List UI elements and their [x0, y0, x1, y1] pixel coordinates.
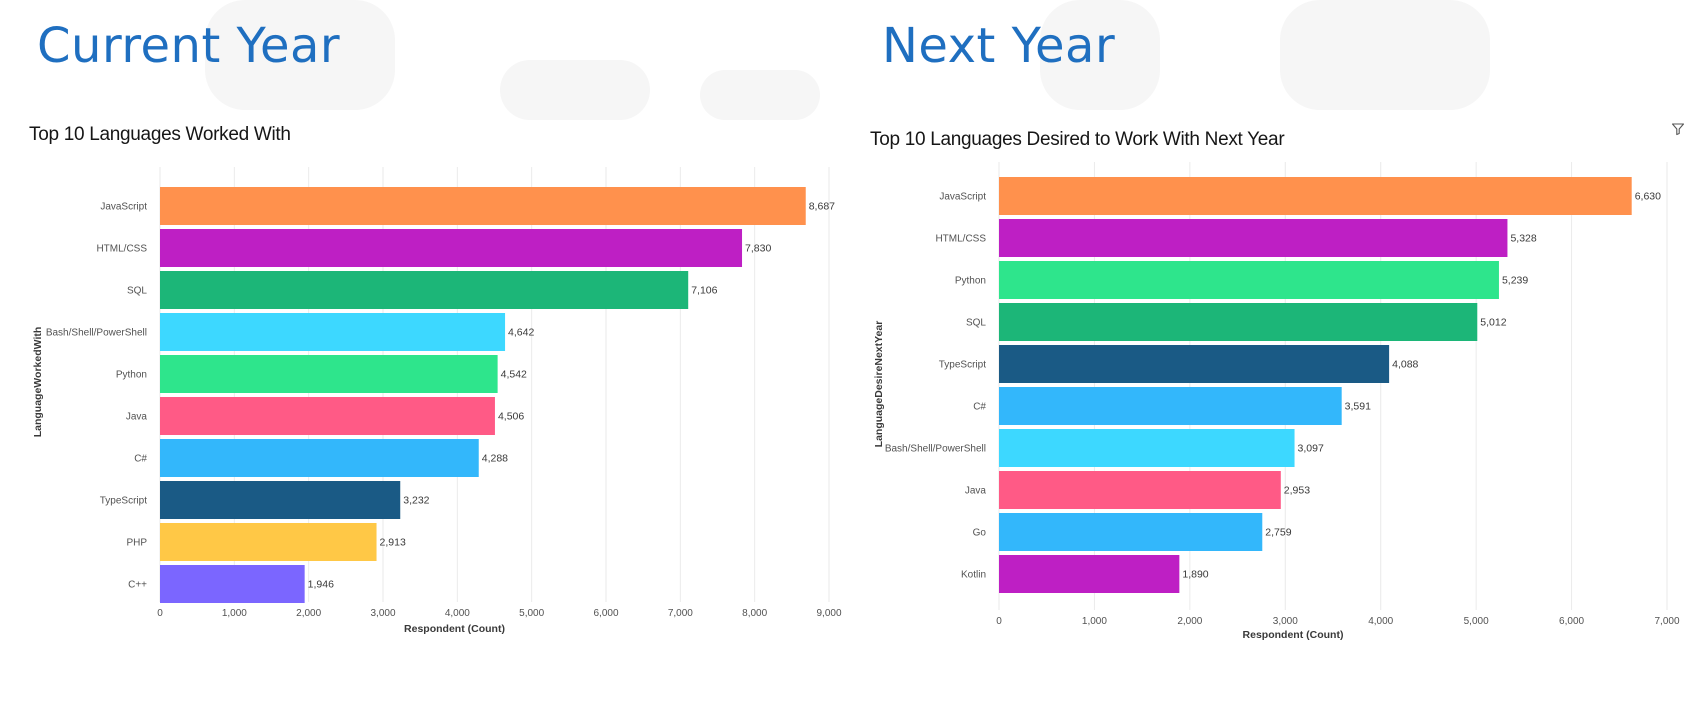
x-tick-label: 0	[157, 608, 163, 619]
category-label: Java	[126, 412, 148, 423]
x-tick-label: 2,000	[296, 608, 321, 619]
x-tick-label: 4,000	[445, 608, 470, 619]
bar[interactable]	[999, 471, 1281, 509]
category-label: Bash/Shell/PowerShell	[46, 328, 147, 339]
x-tick-label: 4,000	[1368, 616, 1393, 627]
value-label: 4,288	[482, 453, 508, 465]
category-label: HTML/CSS	[96, 244, 147, 255]
x-tick-label: 3,000	[370, 608, 395, 619]
category-label: SQL	[127, 286, 147, 297]
value-label: 3,591	[1345, 401, 1371, 413]
x-tick-label: 0	[996, 616, 1002, 627]
bar[interactable]	[160, 313, 506, 351]
category-label: Kotlin	[961, 570, 986, 581]
value-label: 7,830	[745, 243, 771, 255]
bar[interactable]	[160, 271, 689, 309]
bar[interactable]	[999, 429, 1295, 467]
value-label: 5,012	[1480, 317, 1506, 329]
x-tick-label: 2,000	[1177, 616, 1202, 627]
value-label: 5,239	[1502, 275, 1528, 287]
x-tick-label: 5,000	[519, 608, 544, 619]
background-shape	[1280, 0, 1490, 110]
category-label: Java	[965, 486, 987, 497]
filter-icon[interactable]	[1671, 122, 1685, 136]
x-tick-label: 6,000	[1559, 616, 1584, 627]
value-label: 4,506	[498, 411, 524, 423]
x-tick-label: 7,000	[1654, 616, 1679, 627]
bar[interactable]	[160, 397, 495, 435]
bar[interactable]	[160, 229, 743, 267]
bar[interactable]	[999, 261, 1499, 299]
category-label: Bash/Shell/PowerShell	[885, 444, 986, 455]
bar[interactable]	[999, 555, 1180, 593]
bar[interactable]	[160, 481, 401, 519]
x-tick-label: 1,000	[1082, 616, 1107, 627]
category-label: TypeScript	[939, 360, 986, 371]
x-axis-title: Respondent (Count)	[404, 623, 505, 635]
bar[interactable]	[999, 513, 1263, 551]
value-label: 4,542	[501, 369, 527, 381]
value-label: 4,088	[1392, 359, 1418, 371]
current-year-heading: Current Year	[37, 18, 341, 74]
x-tick-label: 5,000	[1464, 616, 1489, 627]
chart-title: Top 10 Languages Desired to Work With Ne…	[870, 129, 1285, 150]
chart-svg: 0 1,000 2,000 3,000 4,000 5,000 6,000 7,000 8,00…	[32, 167, 842, 635]
bar[interactable]	[999, 219, 1508, 257]
category-label: HTML/CSS	[935, 234, 986, 245]
bar[interactable]	[160, 187, 806, 225]
category-label: C#	[973, 402, 986, 413]
x-tick-label: 7,000	[668, 608, 693, 619]
bar[interactable]	[999, 177, 1632, 215]
background-shape	[700, 70, 820, 120]
value-label: 8,687	[809, 201, 835, 213]
languages-worked-with-chart: Top 10 Languages Worked With 0 1,000 2,000…	[29, 112, 849, 692]
x-axis-title: Respondent (Count)	[1243, 629, 1344, 641]
value-label: 2,913	[380, 537, 406, 549]
x-tick-label: 6,000	[593, 608, 618, 619]
value-label: 4,642	[508, 327, 534, 339]
value-label: 7,106	[691, 285, 717, 297]
category-label: PHP	[126, 538, 147, 549]
category-label: Python	[116, 370, 147, 381]
background-shape	[205, 0, 395, 110]
x-tick-label: 9,000	[816, 608, 841, 619]
category-label: C++	[128, 580, 147, 591]
bar[interactable]	[160, 439, 479, 477]
category-label: C#	[134, 454, 147, 465]
y-axis-title: LanguageDesireNextYear	[873, 321, 885, 448]
category-label: TypeScript	[100, 496, 147, 507]
value-label: 3,097	[1298, 443, 1324, 455]
category-label: JavaScript	[100, 202, 147, 213]
background-shape	[1040, 0, 1160, 110]
value-label: 2,953	[1284, 485, 1310, 497]
next-year-heading: Next Year	[882, 18, 1116, 74]
value-label: 6,630	[1635, 191, 1661, 203]
chart-svg: 0 1,000 2,000 3,000 4,000 5,000 6,000 7,000 Java…	[873, 162, 1680, 641]
background-shape	[500, 60, 650, 120]
category-label: Go	[973, 528, 987, 539]
value-label: 5,328	[1510, 233, 1536, 245]
languages-desired-chart: Top 10 Languages Desired to Work With Ne…	[870, 112, 1680, 697]
x-tick-label: 3,000	[1273, 616, 1298, 627]
value-label: 1,890	[1182, 569, 1208, 581]
value-label: 1,946	[308, 579, 334, 591]
chart-title: Top 10 Languages Worked With	[29, 124, 291, 145]
category-label: Python	[955, 276, 986, 287]
category-label: SQL	[966, 318, 986, 329]
x-tick-label: 1,000	[222, 608, 247, 619]
bar[interactable]	[160, 565, 305, 603]
value-label: 3,232	[403, 495, 429, 507]
bar[interactable]	[999, 387, 1342, 425]
bar[interactable]	[999, 345, 1390, 383]
x-tick-label: 8,000	[742, 608, 767, 619]
bar[interactable]	[160, 523, 377, 561]
y-axis-title: LanguageWorkedWith	[32, 327, 44, 438]
bar[interactable]	[160, 355, 498, 393]
value-label: 2,759	[1265, 527, 1291, 539]
bar[interactable]	[999, 303, 1478, 341]
category-label: JavaScript	[939, 192, 986, 203]
